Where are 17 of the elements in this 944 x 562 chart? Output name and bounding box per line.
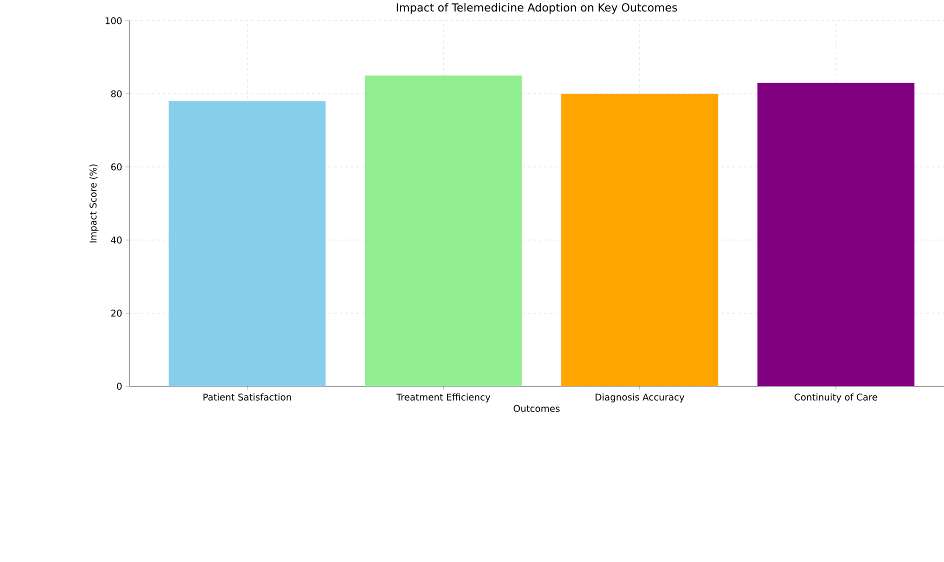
y-tick-label: 0 <box>117 382 122 390</box>
y-axis-title: Impact Score (%) <box>89 164 98 242</box>
y-tick-label: 40 <box>110 236 122 244</box>
bar <box>168 101 326 386</box>
x-tick-label: Patient Satisfaction <box>204 394 291 401</box>
x-tick-label: Continuity of Care <box>794 394 878 403</box>
bar <box>561 94 718 386</box>
chart-title: Impact of Telemedicine Adoption on Key Outcomes <box>396 3 677 14</box>
x-tick-label: Diagnosis Accuracy <box>596 394 684 403</box>
y-tick-label: 100 <box>106 17 122 24</box>
y-tick-label: 80 <box>111 90 122 98</box>
bar <box>757 82 914 386</box>
y-tick-label: 60 <box>111 164 122 171</box>
x-axis-title: Outcomes <box>514 405 560 412</box>
x-tick-label: Treatment Efficiency <box>396 394 490 403</box>
bar <box>364 76 522 386</box>
y-tick-label: 20 <box>111 310 122 317</box>
